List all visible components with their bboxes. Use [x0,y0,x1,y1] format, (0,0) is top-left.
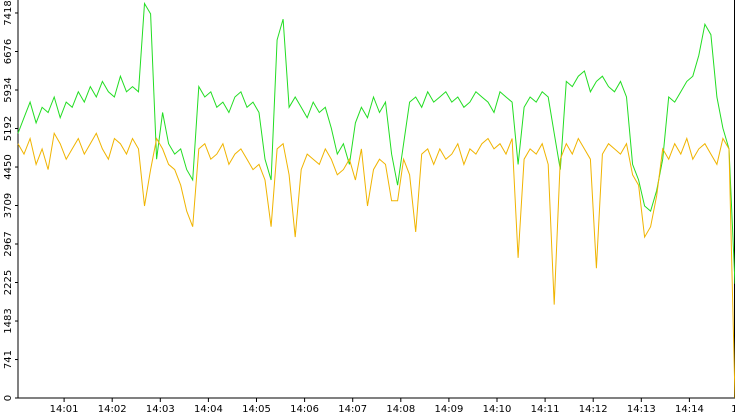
y-tick-label: 5934 [3,77,14,102]
x-tick-label: 14:06 [290,404,319,415]
y-tick-label: 741 [3,350,14,369]
y-tick-label: 0 [3,395,14,401]
x-tick-label: 14:10 [483,404,512,415]
x-tick-label: 14 [731,404,735,415]
x-tick-label: 14:05 [242,404,271,415]
x-tick-label: 14:01 [50,404,79,415]
y-tick-label: 7418 [3,0,14,25]
x-tick-label: 14:13 [627,404,656,415]
x-tick-label: 14:03 [146,404,175,415]
y-tick-label: 6676 [3,39,14,64]
x-tick-label: 14:08 [386,404,415,415]
series-line [17,1,735,284]
series-line [17,131,735,399]
x-tick-label: 14:07 [338,404,367,415]
x-tick-label: 14:14 [675,404,704,415]
x-tick-label: 14:02 [98,404,127,415]
x-tick-label: 14:04 [194,404,223,415]
x-tick-label: 14:09 [434,404,463,415]
y-tick-label: 1483 [3,308,14,333]
y-tick-label: 2967 [3,231,14,256]
y-tick-label: 4450 [3,154,14,179]
y-tick-label: 5192 [3,116,14,141]
x-tick-label: 14:11 [531,404,560,415]
y-tick-label: 3709 [3,193,14,218]
y-tick-label: 2225 [3,270,14,295]
x-tick-label: 14:12 [579,404,608,415]
